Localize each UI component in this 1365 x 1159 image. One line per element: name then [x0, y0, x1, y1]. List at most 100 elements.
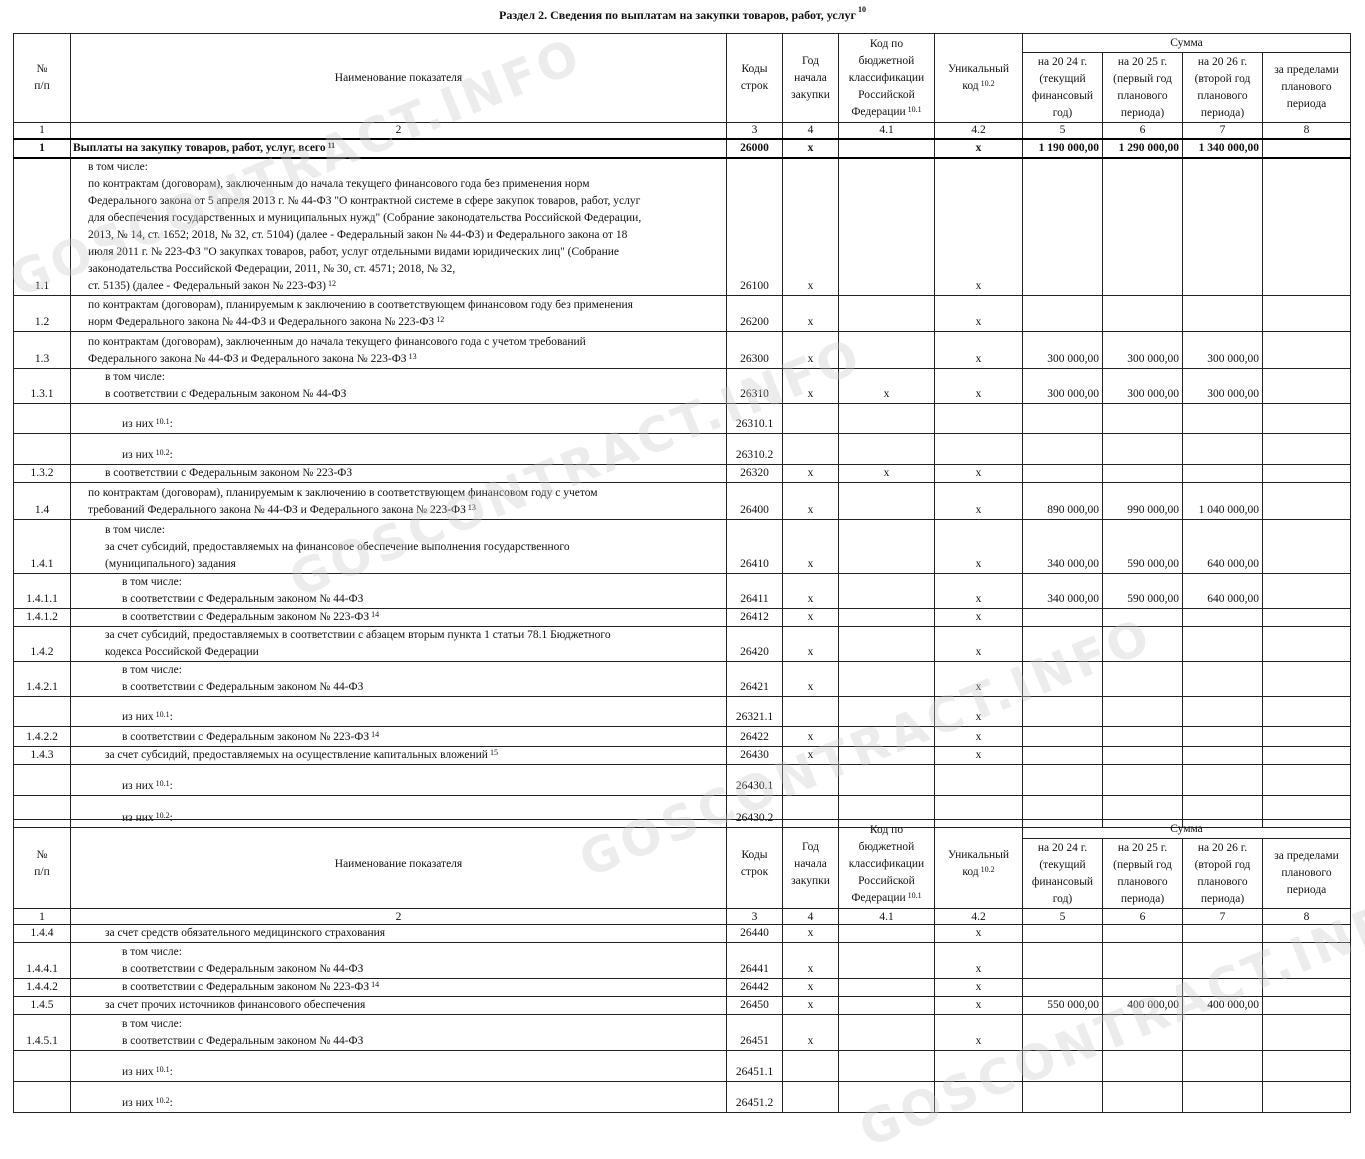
header-name: Наименование показателя	[70, 819, 727, 909]
sum-2025	[1102, 432, 1183, 465]
unique-code: x	[934, 330, 1023, 369]
budget-classification-code	[838, 924, 935, 943]
unique-code: x	[934, 996, 1023, 1015]
footnote-ref: 10.1	[155, 778, 170, 788]
unique-code: x	[934, 463, 1023, 483]
budget-classification-code	[838, 1050, 935, 1082]
indicator-text: за счет средств обязательного медицинско…	[105, 927, 386, 939]
row-number: 1.4.4.1	[13, 942, 71, 979]
table-row: 1.3 по контрактам (договорам), заключенны…	[13, 330, 1352, 369]
sum-beyond	[1261, 367, 1352, 404]
column-number: 2	[70, 122, 727, 139]
indicator-name: в том числе: в соответствии с Федеральны…	[70, 1014, 727, 1051]
sum-2024	[1022, 294, 1103, 332]
row-number: 1.4.1.1	[13, 572, 71, 609]
table-row: 1.4.5.1 в том числе: в соответствии с Фед…	[13, 1014, 1352, 1051]
sum-2025	[1102, 1081, 1183, 1113]
budget-classification-code	[838, 481, 935, 520]
column-number: 4.1	[838, 908, 935, 925]
budget-classification-code	[838, 137, 935, 159]
purchase-start-year: x	[782, 330, 839, 369]
table-row: 1.4.1.1 в том числе: в соответствии с Фед…	[13, 572, 1352, 609]
footnote-ref: 10.1	[155, 416, 170, 426]
sum-2025	[1102, 725, 1183, 747]
footnote-ref: 10.2	[980, 79, 995, 88]
table-row: из них 10.1: 26321.1 x	[13, 695, 1352, 727]
sum-2024	[1022, 625, 1103, 662]
row-number: 1.4.2.2	[13, 725, 71, 747]
row-number	[13, 402, 71, 434]
column-number: 7	[1182, 122, 1263, 139]
purchase-start-year: x	[782, 518, 839, 574]
indicator-text: в соответствии с Федеральным законом № 2…	[105, 466, 353, 479]
table-row: 1.4.4.2 в соответствии с Федеральным зако…	[13, 978, 1352, 997]
sum-2026	[1182, 607, 1263, 627]
row-number: 1.4	[13, 481, 71, 520]
header-year-plan-2: на 20 26 г. (второй год планового период…	[1182, 52, 1263, 123]
row-number: 1.4.4	[13, 924, 71, 943]
indicator-text: в том числе: по контрактам (договорам), …	[88, 160, 642, 292]
sum-2026	[1182, 1081, 1263, 1113]
sum-2024	[1022, 1081, 1103, 1113]
purchase-start-year: x	[782, 978, 839, 997]
table-row: из них 10.1: 26310.1	[13, 402, 1352, 434]
budget-classification-code	[838, 1081, 935, 1113]
budget-classification-code	[838, 1014, 935, 1051]
indicator-name: из них 10.2:	[70, 432, 727, 465]
indicator-name: в том числе: в соответствии с Федеральны…	[70, 660, 727, 697]
colon: :	[169, 811, 173, 824]
header-sum: Сумма	[1021, 33, 1352, 53]
sum-2025: 990 000,00	[1102, 481, 1183, 520]
table-row: 1.4.5 за счет прочих источников финансово…	[13, 996, 1352, 1015]
indicator-name: в соответствии с Федеральным законом № 2…	[70, 978, 727, 997]
row-number: 1.4.1.2	[13, 607, 71, 627]
sum-2026	[1182, 1050, 1263, 1082]
sum-2026	[1182, 763, 1263, 796]
purchase-start-year: x	[782, 745, 839, 765]
sum-2025	[1102, 695, 1183, 727]
indicator-text: из них	[122, 417, 154, 430]
column-number: 5	[1022, 122, 1103, 139]
sum-2024: 300 000,00	[1022, 330, 1103, 369]
sum-2026	[1182, 660, 1263, 697]
row-number: 1.4.5.1	[13, 1014, 71, 1051]
table-row: из них 10.2: 26310.2	[13, 432, 1352, 465]
row-code: 26411	[726, 572, 783, 609]
sum-beyond	[1261, 978, 1352, 997]
sum-2025	[1102, 745, 1183, 765]
column-number: 4.1	[838, 122, 935, 139]
header-year-plan-2: на 20 26 г. (второй год планового период…	[1182, 838, 1263, 909]
sum-beyond	[1261, 1014, 1352, 1051]
sum-2024: 890 000,00	[1022, 481, 1103, 520]
sum-2024: 550 000,00	[1022, 996, 1103, 1015]
header-kbk: Код по бюджетной классификации Российско…	[838, 819, 935, 909]
table-row: 1.4.3 за счет субсидий, предоставляемых н…	[13, 745, 1352, 765]
footnote-ref: 10.2	[155, 447, 170, 457]
sum-2025	[1102, 1014, 1183, 1051]
colon: :	[169, 779, 173, 792]
footnote-ref: 10.1	[907, 104, 922, 114]
table-row: 1.2 по контрактам (договорам), планируемы…	[13, 294, 1352, 332]
row-code: 26000	[726, 137, 783, 159]
sum-2026: 640 000,00	[1182, 572, 1263, 609]
budget-classification-code	[838, 330, 935, 369]
footnote-ref: 14	[371, 609, 380, 619]
sum-beyond	[1261, 924, 1352, 943]
indicator-name: за счет субсидий, предоставляемых на осу…	[70, 745, 727, 765]
header-unique-code-text: Уникальный код	[947, 849, 1010, 878]
unique-code: x	[934, 157, 1023, 296]
header-year-plan-1: на 20 25 г. (первый год планового период…	[1102, 838, 1183, 909]
budget-classification-code	[838, 294, 935, 332]
purchase-start-year: x	[782, 1014, 839, 1051]
budget-classification-code	[838, 607, 935, 627]
indicator-name: в соответствии с Федеральным законом № 2…	[70, 725, 727, 747]
header-num: № п/п	[13, 33, 71, 123]
sum-2025	[1102, 625, 1183, 662]
unique-code: x	[934, 625, 1023, 662]
budget-classification-code	[838, 942, 935, 979]
sum-2025	[1102, 294, 1183, 332]
sum-2024: 340 000,00	[1022, 518, 1103, 574]
purchase-start-year: x	[782, 607, 839, 627]
unique-code: x	[934, 367, 1023, 404]
purchase-start-year: x	[782, 137, 839, 159]
